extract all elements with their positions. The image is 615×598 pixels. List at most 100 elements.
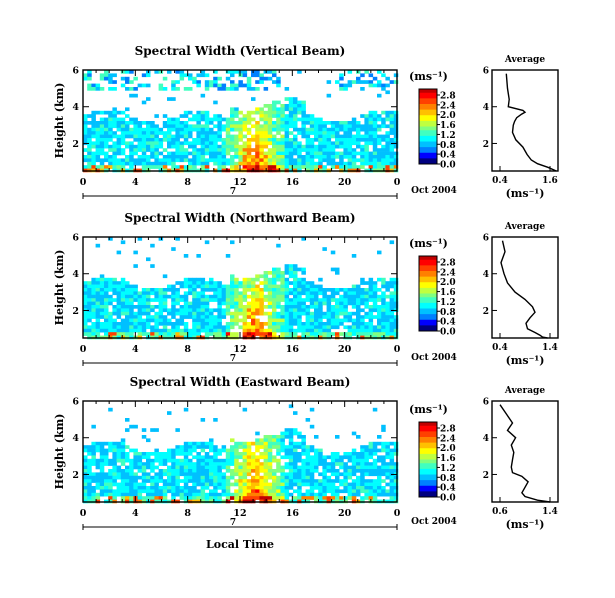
- x-tick-label: 0: [80, 344, 87, 355]
- colorbar-tick-label: 2.4: [440, 434, 456, 444]
- colorbar-segment: [419, 452, 437, 455]
- y-tick-label: 6: [483, 67, 489, 77]
- colorbar-tick-label: 2.8: [440, 92, 456, 102]
- colorbar-segment: [419, 160, 437, 163]
- colorbar: (ms⁻¹) 0.00.40.81.21.62.02.42.8: [409, 403, 456, 504]
- colorbar-segment: [419, 154, 437, 157]
- date-label: Oct 2004: [411, 353, 457, 363]
- colorbar-segment: [419, 120, 437, 124]
- colorbar-tick-label: 1.6: [440, 454, 456, 464]
- colorbar-tick-label: 1.2: [440, 131, 456, 141]
- colorbar-segment: [419, 135, 437, 139]
- colorbar-segment: [419, 115, 437, 118]
- colorbar-segment: [419, 457, 437, 460]
- heatmap-cells: [83, 70, 399, 173]
- y-tick-label: 4: [483, 103, 489, 113]
- x-tick-label: 0: [394, 344, 401, 355]
- colorbar-segment: [419, 111, 437, 114]
- average-frame: [491, 400, 559, 503]
- colorbar-segment: [419, 455, 437, 459]
- colorbar-segment: [419, 158, 437, 161]
- colorbar-frame: [418, 421, 438, 498]
- colorbar-segment: [419, 444, 437, 447]
- x-tick-label: 12: [233, 177, 246, 188]
- x-tick-label: 4: [132, 344, 139, 355]
- colorbar-segment: [419, 321, 437, 324]
- heatmap-cells: [83, 404, 399, 504]
- average-panel-2: Average 2 4 6 0.4 1.4(ms⁻¹): [483, 222, 559, 367]
- colorbar-segment: [419, 317, 437, 321]
- colorbar-segment: [419, 152, 437, 156]
- colorbar-segment: [419, 284, 437, 287]
- colorbar-segment: [419, 269, 437, 272]
- colorbar-segment: [419, 316, 437, 319]
- colorbar-segment: [419, 422, 437, 425]
- colorbar-segment: [419, 448, 437, 451]
- colorbar-segment: [419, 467, 437, 470]
- colorbar-tick-label: 2.4: [440, 101, 456, 111]
- colorbar-tick-label: 2.4: [440, 268, 456, 278]
- x-tick-label: 0: [80, 508, 87, 519]
- colorbar-segment: [419, 329, 437, 332]
- colorbar-segment: [419, 141, 437, 144]
- colorbar-segment: [419, 92, 437, 96]
- colorbar-segment: [419, 113, 437, 116]
- y-axis-label: Height (km): [53, 414, 66, 490]
- colorbar-tick-label: 2.0: [440, 444, 456, 454]
- colorbar-segment: [419, 287, 437, 291]
- average-title: Average: [504, 55, 545, 65]
- colorbar-tick-label: 2.8: [440, 259, 456, 269]
- colorbar-segment: [419, 470, 437, 474]
- y-tick-label: 4: [72, 269, 79, 280]
- colorbar-segment: [419, 274, 437, 278]
- colorbar-segment: [419, 295, 437, 298]
- colorbar-segment: [419, 105, 437, 109]
- x-tick-label: 16: [286, 177, 300, 188]
- colorbar-segment: [419, 109, 437, 112]
- colorbar-segment: [419, 423, 437, 427]
- average-profile-line: [500, 240, 548, 339]
- y-tick-label: 2: [72, 139, 79, 150]
- y-tick-label: 2: [483, 471, 489, 481]
- colorbar-tick-label: 2.0: [440, 111, 456, 121]
- colorbar-segment: [419, 100, 437, 103]
- y-tick-label: 6: [483, 398, 489, 408]
- x-tick-label: 1.6: [542, 176, 558, 186]
- y-tick-label: 2: [483, 307, 489, 317]
- colorbar-segment: [419, 487, 437, 490]
- colorbar: (ms⁻¹) 0.00.40.81.21.62.02.42.8: [409, 70, 456, 171]
- colorbar-tick-label: 0.4: [440, 484, 456, 494]
- x-tick-label: 12: [233, 344, 246, 355]
- colorbar-segment: [419, 425, 437, 429]
- y-tick-label: 6: [483, 234, 489, 244]
- colorbar-segment: [419, 327, 437, 330]
- colorbar-segment: [419, 304, 437, 308]
- colorbar-segment: [419, 107, 437, 111]
- colorbar-segment: [419, 483, 437, 487]
- colorbar-segment: [419, 476, 437, 479]
- colorbar-segment: [419, 261, 437, 264]
- colorbar-segment: [419, 282, 437, 285]
- average-profile-line: [505, 73, 557, 172]
- heatmap-cells: [83, 237, 399, 340]
- colorbar-tick-label: 2.8: [440, 425, 456, 435]
- heatmap-panel-3: Spectral Width (Eastward Beam) 2 4 6 Height …: [53, 375, 457, 530]
- x-tick-label: 20: [338, 344, 352, 355]
- colorbar-segment: [419, 427, 437, 430]
- colorbar-segment: [419, 468, 437, 472]
- x-tick-label: 8: [184, 177, 191, 188]
- colorbar-segment: [419, 259, 437, 263]
- x-tick-label: 8: [184, 344, 191, 355]
- colorbar-segment: [419, 429, 437, 432]
- average-xlabel: (ms⁻¹): [506, 187, 545, 200]
- day-label: 7: [230, 354, 236, 364]
- colorbar-segment: [419, 433, 437, 436]
- average-profile-line: [499, 404, 551, 503]
- colorbar-segment: [419, 482, 437, 485]
- colorbar-segment: [419, 90, 437, 94]
- colorbar-segment: [419, 325, 437, 328]
- colorbar-segment: [419, 310, 437, 313]
- colorbar-segment: [419, 117, 437, 120]
- colorbar-segment: [419, 489, 437, 492]
- colorbar-segment: [419, 94, 437, 97]
